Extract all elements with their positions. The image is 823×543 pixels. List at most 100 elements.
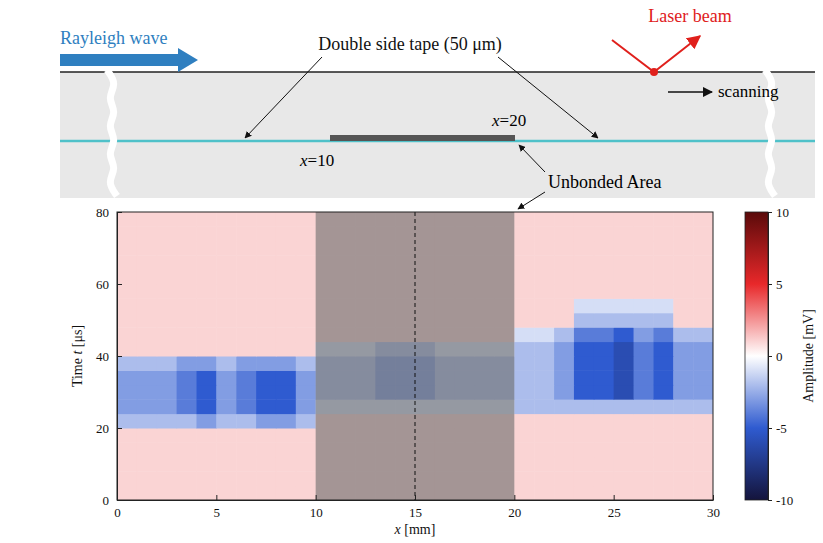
heat-cell bbox=[534, 399, 554, 414]
heat-cell bbox=[614, 241, 634, 256]
heat-cell bbox=[514, 298, 534, 313]
heat-cell bbox=[177, 313, 197, 328]
heat-cell bbox=[554, 212, 574, 227]
heat-cell bbox=[196, 298, 216, 313]
heat-cell bbox=[554, 385, 574, 400]
heat-cell bbox=[574, 327, 594, 342]
heat-cell bbox=[177, 356, 197, 371]
heat-cell bbox=[653, 370, 673, 385]
heat-cell bbox=[216, 327, 236, 342]
heat-cell bbox=[157, 457, 177, 472]
heat-cell bbox=[236, 356, 256, 371]
heat-cell bbox=[673, 226, 693, 241]
heat-cell bbox=[693, 226, 713, 241]
heat-cell bbox=[137, 270, 157, 285]
heat-cell bbox=[177, 327, 197, 342]
figure: Rayleigh waveDouble side tape (50 μm)x=1… bbox=[0, 0, 823, 543]
heat-cell bbox=[594, 298, 614, 313]
heat-cell bbox=[514, 414, 534, 429]
heat-cell bbox=[634, 270, 654, 285]
tick-mark bbox=[514, 495, 515, 500]
heat-cell bbox=[534, 385, 554, 400]
heat-cell bbox=[574, 270, 594, 285]
heat-cell bbox=[157, 428, 177, 443]
tick: 15 bbox=[409, 495, 422, 520]
heat-cell bbox=[177, 370, 197, 385]
heat-cell bbox=[534, 486, 554, 500]
heat-cell bbox=[673, 241, 693, 256]
heat-cell bbox=[534, 284, 554, 299]
heat-cell bbox=[137, 428, 157, 443]
heat-cell bbox=[117, 428, 137, 443]
heat-cell bbox=[614, 399, 634, 414]
heat-cell bbox=[177, 241, 197, 256]
heat-cell bbox=[693, 471, 713, 486]
heat-cell bbox=[196, 399, 216, 414]
heat-cell bbox=[256, 486, 276, 500]
heat-cell bbox=[157, 399, 177, 414]
heat-cell bbox=[653, 226, 673, 241]
heat-cell bbox=[137, 212, 157, 227]
heat-cell bbox=[594, 212, 614, 227]
heat-cell bbox=[276, 442, 296, 457]
heat-cell bbox=[534, 270, 554, 285]
heat-cell bbox=[296, 356, 316, 371]
heat-cell bbox=[634, 356, 654, 371]
heat-cell bbox=[534, 255, 554, 270]
heat-cell bbox=[594, 241, 614, 256]
heat-cell bbox=[614, 356, 634, 371]
heat-cell bbox=[177, 298, 197, 313]
heat-cell bbox=[653, 356, 673, 371]
heat-cell bbox=[534, 226, 554, 241]
heat-cell bbox=[216, 370, 236, 385]
tick: 80 bbox=[96, 205, 122, 220]
heat-cell bbox=[236, 385, 256, 400]
heat-cell bbox=[276, 226, 296, 241]
heat-cell bbox=[514, 442, 534, 457]
heat-cell bbox=[514, 226, 534, 241]
heat-cell bbox=[534, 327, 554, 342]
heat-cell bbox=[177, 414, 197, 429]
tick-label: 20 bbox=[508, 505, 521, 520]
heat-cell bbox=[634, 226, 654, 241]
heat-cell bbox=[594, 370, 614, 385]
heat-cell bbox=[673, 298, 693, 313]
heat-cell bbox=[276, 327, 296, 342]
heat-cell bbox=[236, 442, 256, 457]
heat-cell bbox=[614, 385, 634, 400]
heat-cell bbox=[594, 356, 614, 371]
heat-cell bbox=[554, 457, 574, 472]
plot-area bbox=[117, 212, 713, 500]
scan-arrow bbox=[668, 91, 712, 93]
heat-cell bbox=[554, 270, 574, 285]
heat-cell bbox=[693, 284, 713, 299]
heat-cell bbox=[574, 442, 594, 457]
heat-cell bbox=[236, 313, 256, 328]
heat-cell bbox=[653, 241, 673, 256]
heat-cell bbox=[614, 226, 634, 241]
heat-cell bbox=[296, 399, 316, 414]
laser-label: Laser beam bbox=[648, 6, 731, 26]
tick-label: 80 bbox=[96, 205, 109, 220]
heat-cell bbox=[276, 313, 296, 328]
heat-cell bbox=[594, 327, 614, 342]
tick: 5 bbox=[768, 277, 783, 292]
heat-cell bbox=[276, 270, 296, 285]
heat-cell bbox=[534, 414, 554, 429]
heat-cell bbox=[653, 212, 673, 227]
heat-cell bbox=[534, 313, 554, 328]
heat-cell bbox=[296, 298, 316, 313]
heat-cell bbox=[137, 226, 157, 241]
heat-cell bbox=[296, 385, 316, 400]
tick-mark bbox=[713, 495, 714, 500]
heat-cell bbox=[117, 457, 137, 472]
heat-cell bbox=[673, 385, 693, 400]
axis: 020406080 bbox=[96, 205, 122, 508]
heat-cell bbox=[236, 270, 256, 285]
position-label: x=10 bbox=[299, 151, 334, 170]
heat-cell bbox=[693, 212, 713, 227]
tick-label: 10 bbox=[310, 505, 323, 520]
schematic: Rayleigh waveDouble side tape (50 μm)x=1… bbox=[60, 6, 815, 209]
heat-cell bbox=[614, 428, 634, 443]
heat-cell bbox=[177, 385, 197, 400]
